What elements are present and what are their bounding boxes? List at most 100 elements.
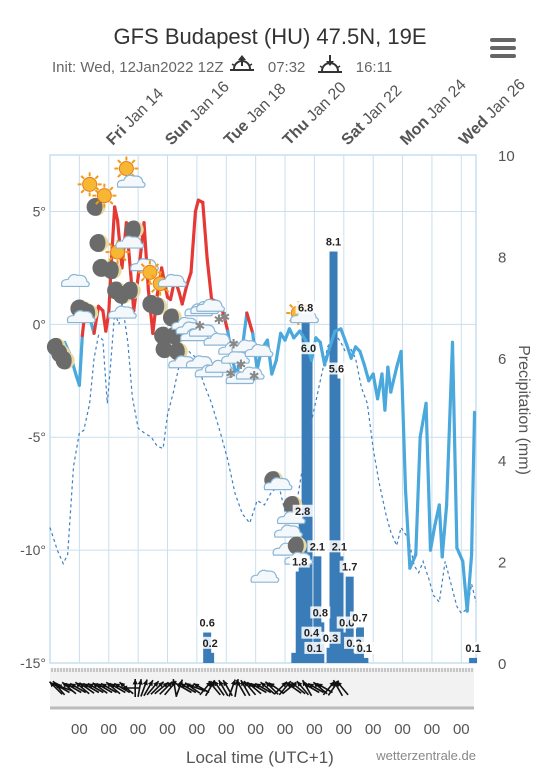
temperature-segment <box>177 291 184 306</box>
hamburger-menu-icon[interactable] <box>490 38 516 58</box>
wind-arrow <box>146 680 160 696</box>
temperature-segment <box>274 331 283 363</box>
hour-label: 00 <box>130 721 147 738</box>
wind-arrow <box>322 680 336 696</box>
moon-icon <box>46 337 66 356</box>
precip-label: 0.2 <box>202 638 217 650</box>
hour-label: 00 <box>189 721 206 738</box>
wind-arrow <box>159 681 173 695</box>
temperature-segment <box>450 340 459 550</box>
plot-frame <box>49 154 477 664</box>
temperature-segment <box>240 311 249 349</box>
wind-arrowhead <box>162 682 169 688</box>
sun-icon <box>105 240 130 265</box>
sun-icon <box>77 172 102 197</box>
sunrise-icon <box>229 55 254 71</box>
temperature-segment <box>339 327 349 347</box>
cloud-icon <box>175 321 205 335</box>
precip-label-bg <box>354 641 375 654</box>
snow-marker: ✱ <box>225 366 236 381</box>
cloud-icon <box>171 316 201 330</box>
wind-arrowhead <box>265 681 272 688</box>
wind-arrow <box>290 681 306 695</box>
precip-tick-label: 4 <box>498 453 506 470</box>
precip-label: 0.3 <box>323 633 338 645</box>
moon-icon <box>112 285 132 304</box>
temperature-segment <box>215 300 225 315</box>
precip-label-bg <box>197 616 218 629</box>
wind-arrowhead <box>185 682 192 689</box>
temperature-tick-label: -10° <box>20 542 46 558</box>
temperature-segment <box>445 340 455 507</box>
wind-arrowhead <box>329 681 335 687</box>
temperature-segment <box>234 345 245 378</box>
cloud-icon <box>290 310 319 324</box>
moon-icon <box>264 471 284 490</box>
sun-icon <box>148 271 173 296</box>
moon-icon <box>79 304 99 323</box>
temperature-segment <box>461 559 469 613</box>
wind-arrow <box>282 681 297 695</box>
precip-bar <box>291 652 300 663</box>
precip-bar <box>295 571 304 663</box>
wind-arrow <box>222 679 233 697</box>
wind-arrow <box>301 679 313 697</box>
precip-bar <box>304 358 313 663</box>
wind-arrowhead <box>157 681 164 688</box>
precip-label: 0.7 <box>352 612 367 624</box>
temperature-segment <box>129 273 136 313</box>
wind-arrowhead <box>240 680 246 687</box>
wind-arrow <box>273 681 288 695</box>
temperature-segment <box>189 209 198 275</box>
sun-icon <box>137 260 162 285</box>
precip-bar <box>332 378 341 663</box>
wind-arrow <box>69 682 87 694</box>
cloud-icon <box>272 542 302 556</box>
wind-arrow <box>61 681 77 695</box>
temperature-segment <box>230 356 239 378</box>
precip-label-bg <box>349 611 370 624</box>
temperature-segment <box>80 306 87 338</box>
temperature-segment <box>455 546 465 564</box>
wind-arrowhead <box>303 683 310 689</box>
precip-label: 2.1 <box>332 541 347 553</box>
wind-arrow <box>264 681 279 695</box>
wind-arrowhead <box>281 681 287 688</box>
temperature-segment <box>113 205 120 223</box>
weather-icons <box>46 156 319 583</box>
moon-icon <box>154 326 174 345</box>
cloud-icon <box>108 305 137 319</box>
precip-label: 0.2 <box>346 638 361 650</box>
temperature-segment <box>418 401 428 439</box>
temperature-segment <box>323 347 331 367</box>
temperature-segment <box>362 363 371 383</box>
precip-label-bg <box>310 606 331 619</box>
wind-arrow <box>52 680 66 696</box>
precip-label-bg <box>289 555 310 568</box>
credit-link[interactable]: wetterzentrale.de <box>376 748 476 763</box>
temperature-tick-label: -5° <box>28 429 46 445</box>
precip-label: 1.7 <box>342 562 357 574</box>
temperature-segment <box>465 553 474 613</box>
wind-arrowhead <box>56 684 63 690</box>
moon-icon <box>86 197 106 216</box>
temperature-segment <box>309 336 318 363</box>
cloud-icon <box>185 355 215 369</box>
temperature-segment <box>146 288 155 335</box>
wind-arrow <box>137 678 142 698</box>
wind-arrowhead <box>166 681 173 688</box>
moon-icon <box>74 301 94 320</box>
wind-arrowhead <box>250 683 257 689</box>
precip-label: 1.8 <box>292 557 307 569</box>
precip-label: 0.6 <box>339 618 354 630</box>
wind-arrowhead <box>75 682 82 688</box>
temperature-segment <box>259 338 270 351</box>
wind-arrowhead <box>100 683 107 689</box>
moon-icon <box>162 308 182 327</box>
hour-label: 00 <box>277 721 294 738</box>
precip-tick-label: 10 <box>498 148 515 165</box>
wind-arrow <box>100 682 117 694</box>
cloud-icon <box>273 524 303 538</box>
temperature-segment <box>399 349 408 491</box>
wind-arrowhead <box>302 680 308 687</box>
